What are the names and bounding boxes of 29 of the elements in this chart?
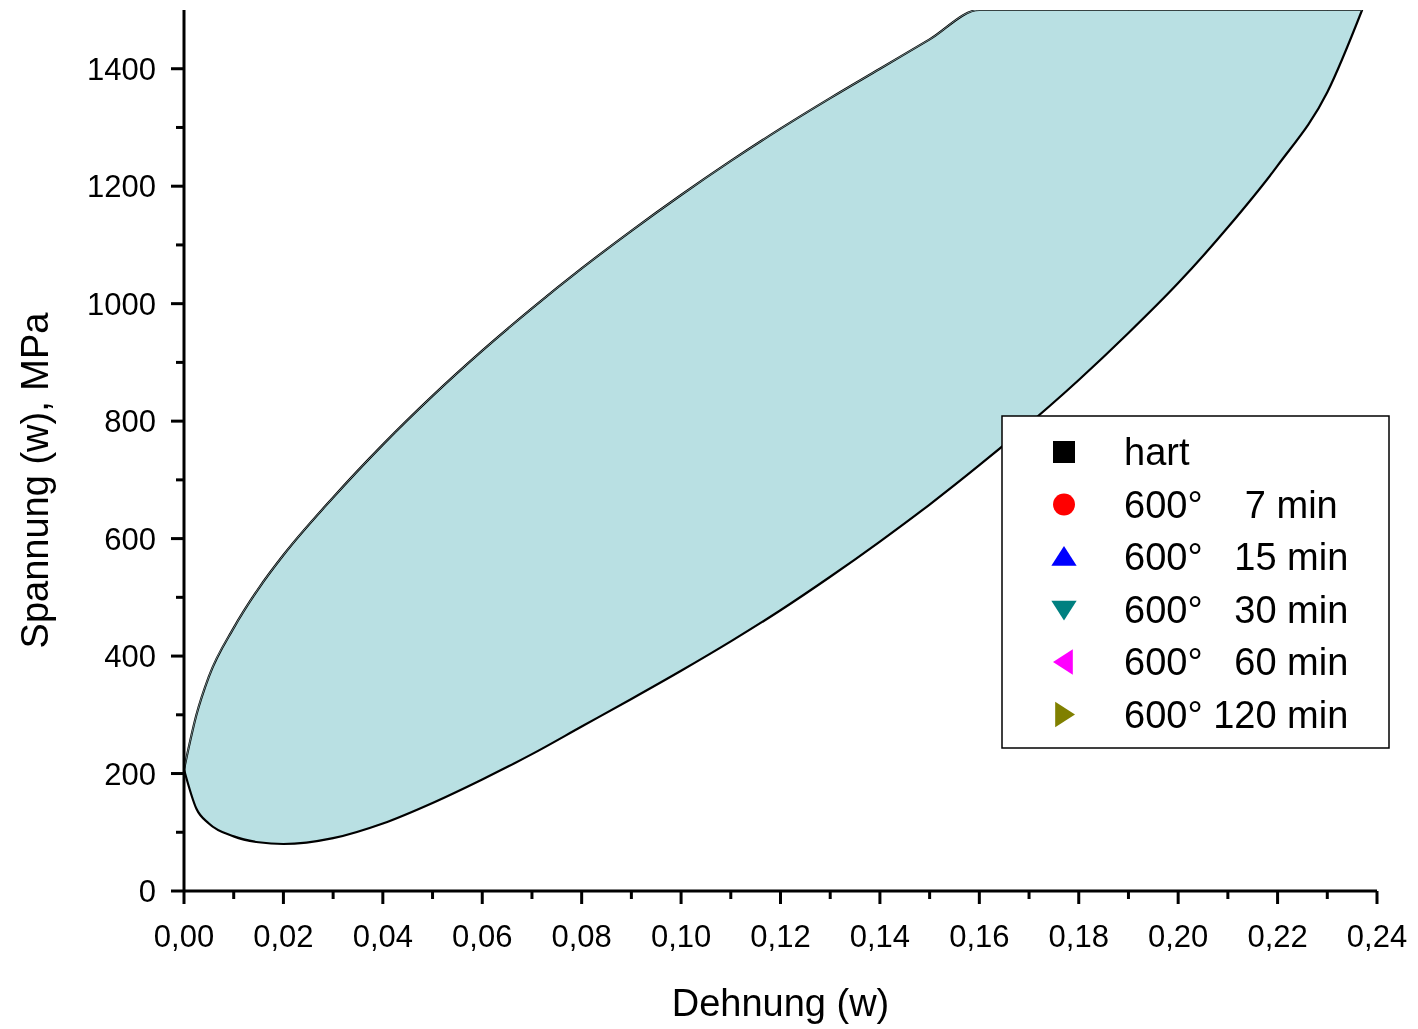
y-tick-label: 1200 bbox=[87, 169, 156, 205]
x-tick-label: 0,20 bbox=[1147, 919, 1209, 954]
legend-label: 600° 7 min bbox=[1124, 483, 1338, 526]
x-tick-label: 0,02 bbox=[253, 919, 314, 954]
legend-label: 600° 120 min bbox=[1124, 693, 1349, 736]
y-tick-label: 400 bbox=[104, 639, 156, 675]
x-tick-label: 0,08 bbox=[551, 919, 612, 954]
x-tick-label: 0,12 bbox=[750, 919, 811, 954]
y-tick-label: 0 bbox=[138, 874, 156, 909]
legend-label: hart bbox=[1124, 431, 1190, 473]
x-tick-label: 0,10 bbox=[650, 919, 712, 954]
x-tick-label: 0,16 bbox=[949, 919, 1010, 954]
legend-label: 600° 30 min bbox=[1124, 588, 1349, 631]
legend-label: 600° 60 min bbox=[1124, 641, 1349, 683]
y-tick-label: 1000 bbox=[87, 286, 156, 322]
x-axis-title: Dehnung (w) bbox=[671, 982, 890, 1024]
y-tick-label: 600 bbox=[104, 521, 156, 557]
x-tick-label: 0,14 bbox=[849, 919, 911, 954]
x-tick-label: 0,18 bbox=[1048, 919, 1109, 954]
y-tick-label: 800 bbox=[104, 404, 156, 440]
y-tick-label: 200 bbox=[104, 756, 156, 792]
x-tick-label: 0,04 bbox=[352, 919, 414, 954]
x-tick-label: 0,22 bbox=[1247, 919, 1308, 954]
x-tick-label: 0,06 bbox=[452, 919, 513, 954]
x-tick-label: 0,24 bbox=[1346, 919, 1408, 954]
x-tick-label: 0,00 bbox=[153, 919, 215, 954]
y-tick-label: 1400 bbox=[87, 51, 156, 87]
legend-label: 600° 15 min bbox=[1124, 536, 1349, 578]
y-axis-title: Spannung (w), MPa bbox=[14, 311, 56, 649]
